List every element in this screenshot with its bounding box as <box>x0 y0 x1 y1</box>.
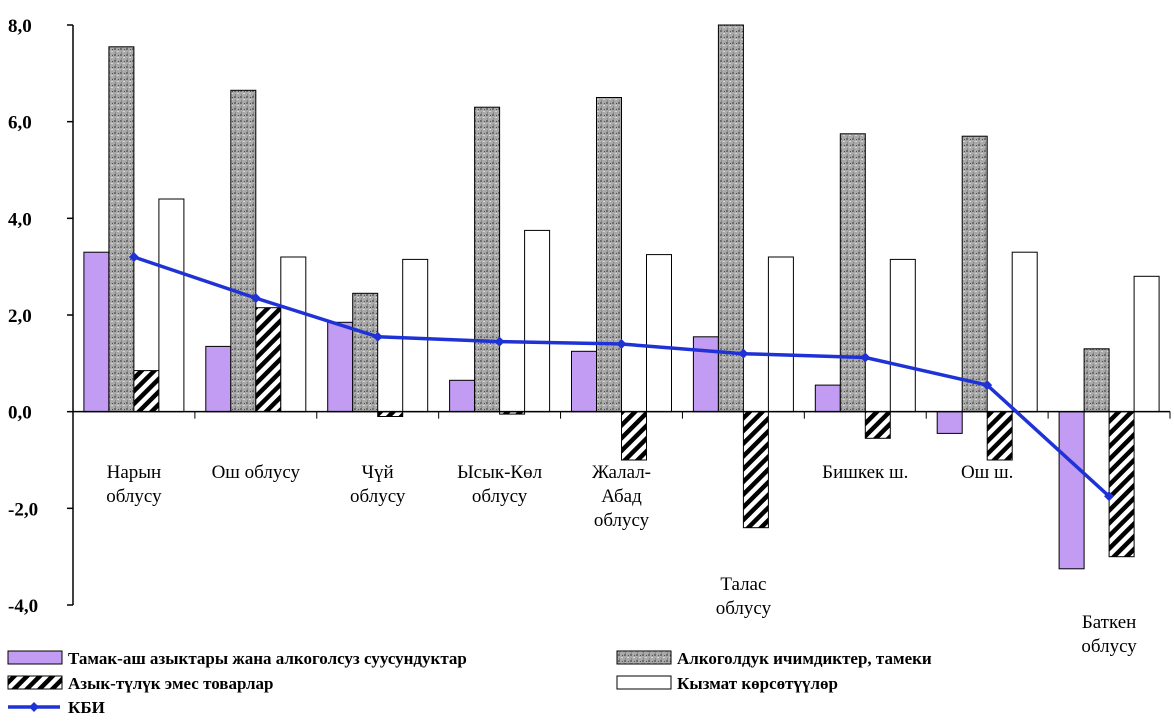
legend-swatch-3 <box>616 675 672 690</box>
bar-s2-c6 <box>864 411 891 439</box>
category-label: Чүй облусу <box>350 462 406 507</box>
bar-s1-c2 <box>352 292 379 413</box>
bar-s3-c2 <box>402 258 429 413</box>
bar-s0-c7 <box>936 411 963 434</box>
kbi-point-6 <box>860 352 871 363</box>
y-tick-label: 2,0 <box>8 306 32 327</box>
y-tick-label: 0,0 <box>8 403 32 424</box>
bar-s0-c3 <box>449 379 476 413</box>
bar-s1-c5 <box>717 24 744 413</box>
category-label: Ош ш. <box>961 462 1013 483</box>
kbi-point-8 <box>1104 491 1115 502</box>
kbi-point-0 <box>128 252 139 262</box>
bar-s2-c8 <box>1108 411 1135 558</box>
bar-s0-c0 <box>83 251 110 413</box>
category-label: Ысык-Көл облусу <box>457 462 542 507</box>
kbi-point-3 <box>494 336 505 347</box>
category-label: Жалал-Абад облусу <box>592 462 651 531</box>
category-label: Нарын облусу <box>106 462 162 507</box>
category-label: Талас облусу <box>716 574 772 619</box>
bar-s1-c6 <box>839 133 866 413</box>
bar-s0-c5 <box>692 336 719 413</box>
kbi-point-5 <box>738 348 749 359</box>
legend-label-4: КБИ <box>68 698 105 717</box>
bar-s3-c5 <box>767 256 794 413</box>
bar-s2-c0 <box>133 370 160 413</box>
bar-s2-c5 <box>742 411 769 529</box>
category-label: Ош облусу <box>212 462 301 483</box>
bar-s2-c2 <box>377 411 404 418</box>
bar-s3-c8 <box>1133 275 1160 413</box>
kbi-point-4 <box>616 339 627 349</box>
legend: Тамак-аш азыктары жана алкоголсуз суусун… <box>7 649 932 717</box>
y-tick-label: 6,0 <box>8 113 32 134</box>
category-label: Бишкек ш. <box>822 462 908 483</box>
bar-s0-c2 <box>327 321 354 413</box>
bar-s3-c7 <box>1011 251 1038 413</box>
y-tick-label: -4,0 <box>8 596 38 617</box>
bar-s2-c4 <box>621 411 647 461</box>
bar-s2-c1 <box>255 307 282 413</box>
bar-s1-c4 <box>596 97 622 413</box>
kbi-point-1 <box>250 293 261 304</box>
legend-swatch-0 <box>7 650 63 665</box>
kbi-point-7 <box>982 380 993 391</box>
bar-s1-c3 <box>474 106 501 413</box>
bar-s3-c6 <box>889 258 916 413</box>
bar-s2-c7 <box>986 411 1013 461</box>
legend-swatch-1 <box>616 650 672 665</box>
labels-layer: Нарын облусу Ош облусу Чүй облусу Ысык-Көл обл… <box>106 462 1137 657</box>
bar-s1-c1 <box>230 89 257 413</box>
kbi-point-2 <box>372 331 383 342</box>
legend-label-1: Алкоголдук ичимдиктер, тамеки <box>677 649 932 668</box>
bar-s1-c8 <box>1083 348 1110 413</box>
kbi-line-layer <box>128 252 1115 502</box>
y-tick-label: 4,0 <box>8 209 32 230</box>
bar-s0-c8 <box>1058 411 1085 570</box>
bar-s3-c1 <box>280 256 307 413</box>
bar-s0-c4 <box>571 350 597 413</box>
bar-s3-c3 <box>524 229 551 413</box>
y-tick-label: -2,0 <box>8 499 38 520</box>
bar-s1-c0 <box>108 46 135 413</box>
bar-s0-c6 <box>814 384 841 413</box>
legend-swatch-2 <box>7 675 63 690</box>
legend-label-0: Тамак-аш азыктары жана алкоголсуз суусун… <box>68 649 467 668</box>
legend-line-marker <box>29 702 39 712</box>
legend-label-3: Кызмат көрсөтүүлөр <box>677 674 838 693</box>
bar-s0-c1 <box>205 345 232 413</box>
category-label: Баткен облусу <box>1081 612 1137 657</box>
bar-s3-c4 <box>646 254 672 413</box>
axes-layer: -4,0 -2,0 0,0 2,0 4,0 6,0 8,0 <box>8 16 1171 617</box>
bar-s1-c7 <box>961 135 988 413</box>
legend-label-2: Азык-түлүк эмес товарлар <box>68 674 274 693</box>
y-tick-label: 8,0 <box>8 16 32 37</box>
bar-s3-c0 <box>158 198 185 413</box>
bars-layer <box>83 24 1160 570</box>
